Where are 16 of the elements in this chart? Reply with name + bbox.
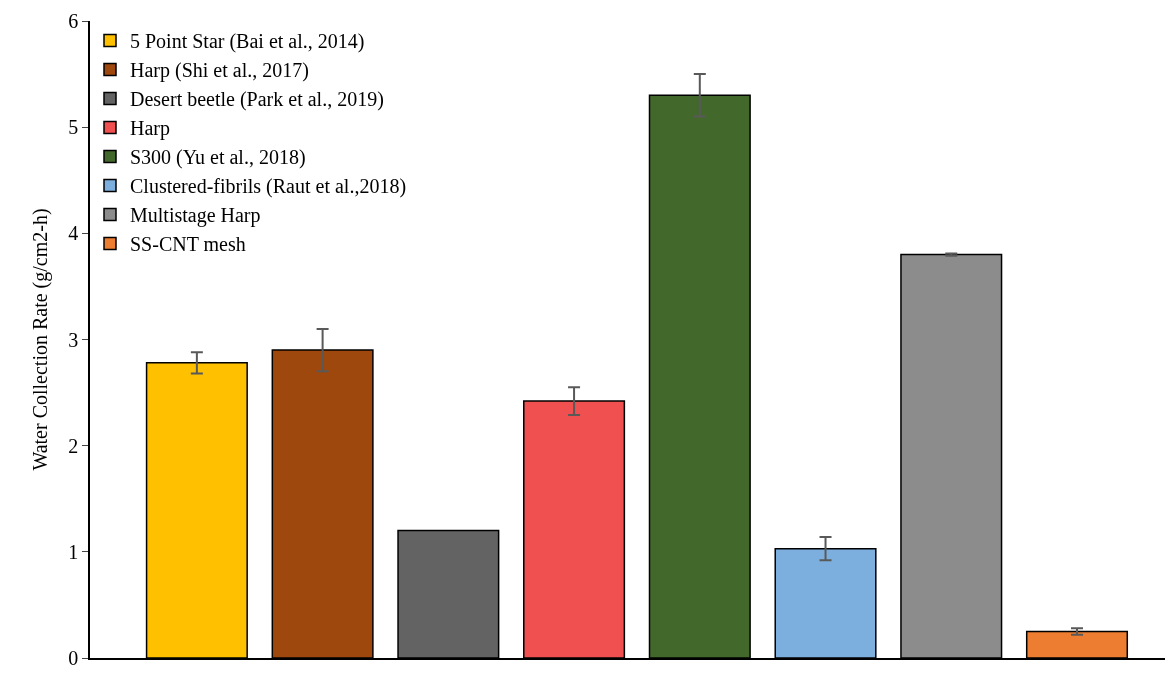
y-tick-label: 1 <box>68 540 79 563</box>
legend-label: Multistage Harp <box>130 204 261 228</box>
y-tick-label: 2 <box>68 434 79 457</box>
legend-label: S300 (Yu et al., 2018) <box>130 146 306 170</box>
legend-label: Desert beetle (Park et al., 2019) <box>130 88 384 112</box>
y-axis-title: Water Collection Rate (g/cm2-h) <box>29 208 53 471</box>
y-tick-label: 4 <box>68 222 79 245</box>
y-tick-label: 5 <box>68 116 79 139</box>
legend-label: Clustered-fibrils (Raut et al.,2018) <box>130 175 407 199</box>
y-tick-label: 0 <box>68 647 79 669</box>
legend-label: Harp <box>130 117 170 141</box>
legend-label: Harp (Shi et al., 2017) <box>130 59 309 83</box>
legend-label: 5 Point Star (Bai et al., 2014) <box>130 30 365 54</box>
y-tick-label: 6 <box>68 10 79 32</box>
legend-label: SS-CNT mesh <box>130 233 246 256</box>
y-tick-label: 3 <box>68 328 79 351</box>
